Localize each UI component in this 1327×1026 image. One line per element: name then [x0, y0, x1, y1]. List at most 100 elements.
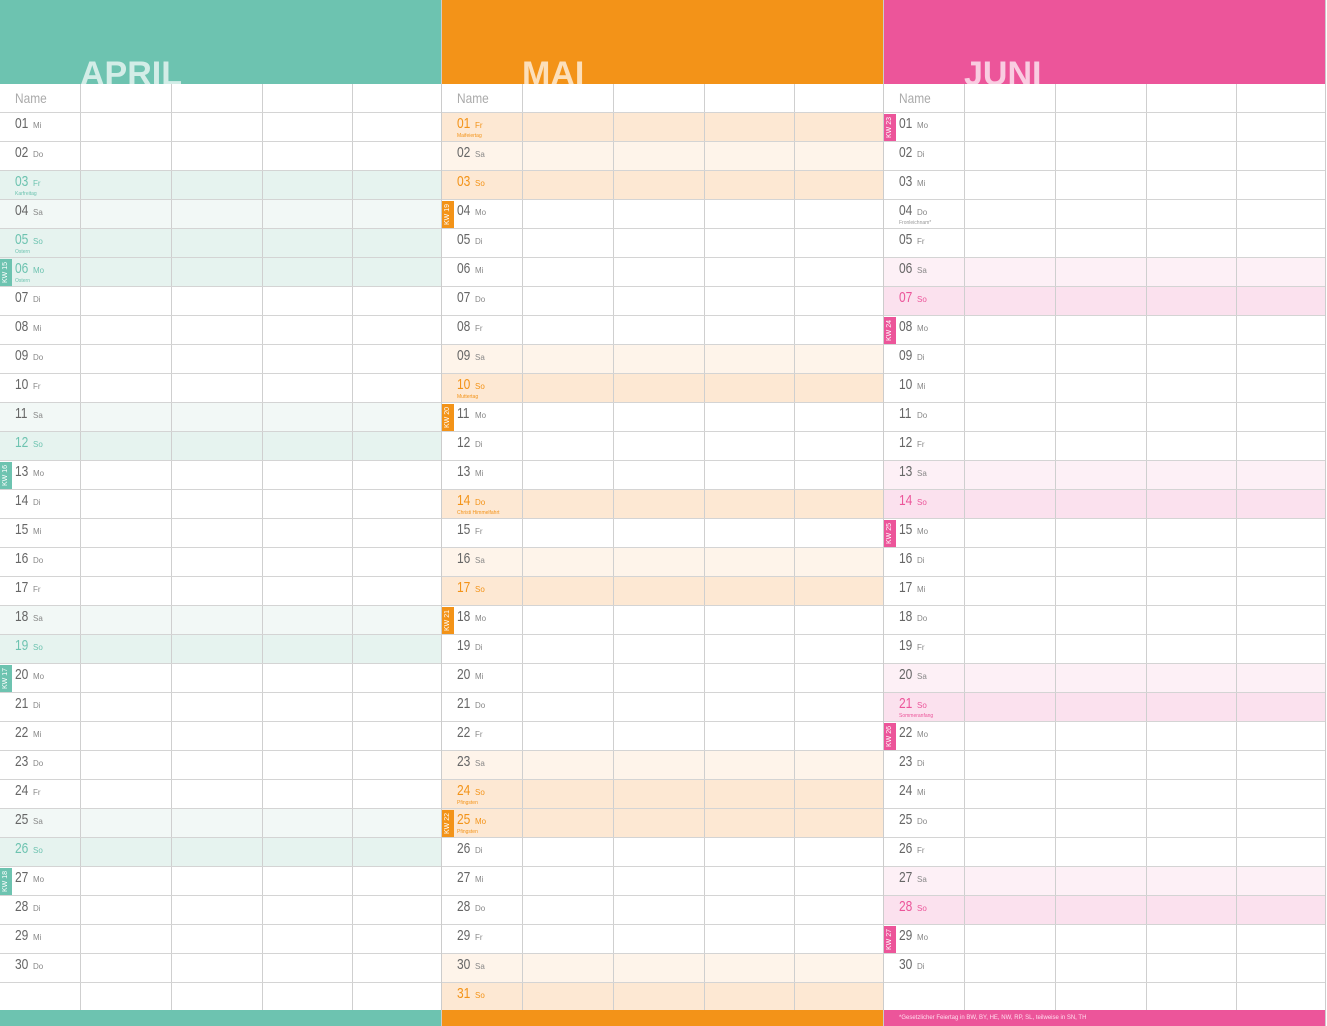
name-cell[interactable] [171, 490, 262, 518]
name-cell[interactable] [522, 867, 613, 895]
name-cell[interactable] [262, 519, 352, 547]
name-cell[interactable] [1146, 838, 1236, 866]
name-cell[interactable] [964, 838, 1055, 866]
name-cell[interactable] [964, 490, 1055, 518]
name-cell[interactable] [352, 345, 442, 373]
name-cell[interactable] [613, 432, 704, 460]
name-cell[interactable] [262, 722, 352, 750]
name-cell[interactable] [262, 664, 352, 692]
name-cell[interactable] [1055, 229, 1146, 257]
name-cell[interactable] [352, 113, 442, 141]
name-cell[interactable] [1236, 229, 1326, 257]
name-cell[interactable] [1055, 287, 1146, 315]
name-cell[interactable] [1236, 374, 1326, 402]
name-cell[interactable] [522, 200, 613, 228]
name-cell[interactable] [613, 838, 704, 866]
name-cell[interactable] [171, 722, 262, 750]
name-cell[interactable] [352, 548, 442, 576]
name-cell[interactable] [704, 896, 794, 924]
name-cell[interactable] [1146, 113, 1236, 141]
name-cell[interactable] [352, 838, 442, 866]
name-cell[interactable] [964, 722, 1055, 750]
name-cell[interactable] [1055, 258, 1146, 286]
name-cell[interactable] [964, 113, 1055, 141]
name-cell[interactable] [1146, 693, 1236, 721]
name-cell[interactable] [1236, 113, 1326, 141]
name-cell[interactable] [522, 403, 613, 431]
name-cell[interactable] [964, 954, 1055, 982]
name-cell[interactable] [80, 577, 171, 605]
name-cell[interactable] [80, 519, 171, 547]
name-cell[interactable] [522, 577, 613, 605]
name-cell[interactable] [794, 258, 884, 286]
name-cell[interactable] [171, 780, 262, 808]
name-cell[interactable] [171, 635, 262, 663]
name-cell[interactable] [171, 84, 262, 112]
name-cell[interactable] [613, 113, 704, 141]
name-cell[interactable] [613, 200, 704, 228]
name-cell[interactable] [964, 867, 1055, 895]
name-cell[interactable] [1236, 403, 1326, 431]
name-cell[interactable] [352, 809, 442, 837]
name-cell[interactable] [262, 635, 352, 663]
name-cell[interactable] [1055, 954, 1146, 982]
name-cell[interactable] [613, 548, 704, 576]
name-cell[interactable] [794, 606, 884, 634]
name-cell[interactable] [171, 519, 262, 547]
name-cell[interactable] [704, 809, 794, 837]
name-cell[interactable] [794, 635, 884, 663]
name-cell[interactable] [522, 925, 613, 953]
name-cell[interactable] [1146, 664, 1236, 692]
name-cell[interactable] [1146, 548, 1236, 576]
name-cell[interactable] [613, 751, 704, 779]
name-cell[interactable] [171, 113, 262, 141]
name-cell[interactable] [1055, 867, 1146, 895]
name-cell[interactable] [794, 896, 884, 924]
name-cell[interactable] [1236, 867, 1326, 895]
name-cell[interactable] [704, 432, 794, 460]
name-cell[interactable] [1146, 954, 1236, 982]
name-cell[interactable] [794, 954, 884, 982]
name-cell[interactable] [1055, 983, 1146, 1011]
name-cell[interactable] [613, 664, 704, 692]
name-cell[interactable] [522, 258, 613, 286]
name-cell[interactable] [964, 171, 1055, 199]
name-cell[interactable] [80, 287, 171, 315]
name-cell[interactable] [522, 838, 613, 866]
name-cell[interactable] [1055, 780, 1146, 808]
name-cell[interactable] [1055, 809, 1146, 837]
name-cell[interactable] [522, 954, 613, 982]
name-cell[interactable] [964, 403, 1055, 431]
name-cell[interactable] [1236, 548, 1326, 576]
name-cell[interactable] [1055, 722, 1146, 750]
name-cell[interactable] [80, 345, 171, 373]
name-cell[interactable] [171, 403, 262, 431]
name-cell[interactable] [613, 258, 704, 286]
name-cell[interactable] [1146, 867, 1236, 895]
name-cell[interactable] [171, 345, 262, 373]
name-cell[interactable] [613, 316, 704, 344]
name-cell[interactable] [613, 374, 704, 402]
name-cell[interactable] [80, 200, 171, 228]
name-cell[interactable] [522, 432, 613, 460]
name-cell[interactable] [80, 751, 171, 779]
name-cell[interactable] [794, 461, 884, 489]
name-cell[interactable] [352, 925, 442, 953]
name-cell[interactable] [964, 345, 1055, 373]
name-cell[interactable] [352, 432, 442, 460]
name-cell[interactable] [1146, 229, 1236, 257]
name-cell[interactable] [1146, 925, 1236, 953]
name-cell[interactable] [171, 954, 262, 982]
name-cell[interactable] [704, 258, 794, 286]
name-cell[interactable] [613, 780, 704, 808]
name-cell[interactable] [964, 780, 1055, 808]
name-cell[interactable] [794, 316, 884, 344]
name-cell[interactable] [171, 577, 262, 605]
name-cell[interactable] [522, 548, 613, 576]
name-cell[interactable] [964, 316, 1055, 344]
name-cell[interactable] [613, 229, 704, 257]
name-cell[interactable] [704, 780, 794, 808]
name-cell[interactable] [704, 577, 794, 605]
name-cell[interactable] [80, 432, 171, 460]
name-cell[interactable] [1055, 84, 1146, 112]
